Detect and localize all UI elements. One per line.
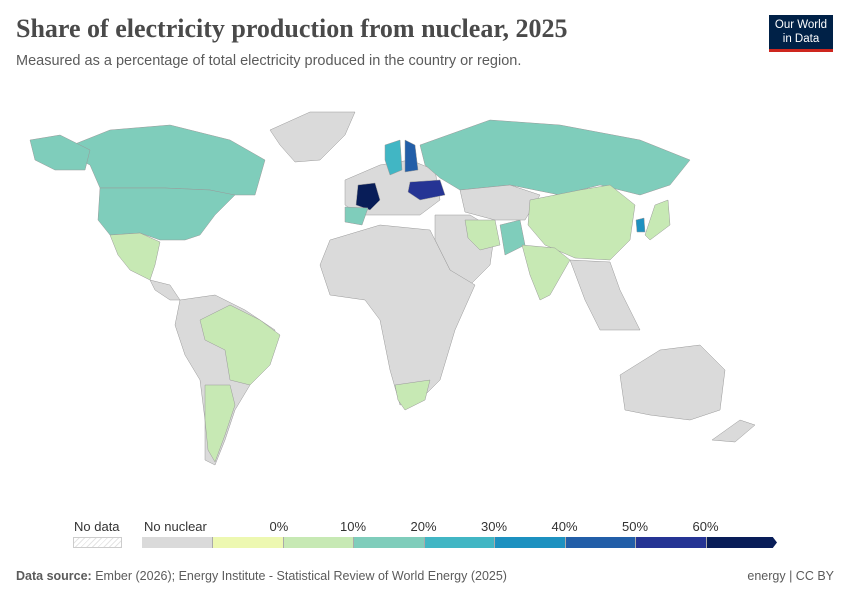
region-southeast-asia[interactable] — [569, 259, 641, 331]
region-japan[interactable] — [644, 199, 671, 241]
world-map — [29, 111, 756, 466]
region-brazil[interactable] — [199, 304, 281, 386]
legend-tick: 30% — [481, 519, 508, 534]
region-canada[interactable] — [59, 124, 266, 196]
legend-no-nuclear-swatch[interactable] — [142, 537, 213, 548]
region-finland[interactable] — [404, 139, 419, 173]
legend-tick: 40% — [551, 519, 578, 534]
data-source-label: Data source: — [16, 569, 92, 583]
legend-tick: 50% — [622, 519, 649, 534]
region-spain[interactable] — [344, 206, 369, 226]
region-china[interactable] — [527, 184, 636, 261]
region-iran[interactable] — [464, 219, 501, 251]
footer-right: energy | CC BY — [747, 569, 834, 583]
legend-bin-4[interactable] — [495, 537, 566, 548]
region-russia[interactable] — [419, 119, 691, 196]
region-south-africa[interactable] — [394, 379, 431, 411]
region-alaska[interactable] — [29, 134, 91, 171]
region-greenland[interactable] — [269, 111, 356, 163]
legend-no-data-swatch[interactable] — [73, 537, 122, 548]
data-source: Data source: Ember (2026); Energy Instit… — [16, 569, 507, 583]
region-argentina[interactable] — [204, 384, 236, 463]
region-central-asia[interactable] — [459, 184, 541, 221]
legend-bin-1[interactable] — [283, 537, 354, 548]
region-india[interactable] — [521, 244, 571, 301]
legend-tick: 10% — [340, 519, 367, 534]
region-south-korea[interactable] — [635, 217, 646, 233]
legend-bin-5[interactable] — [565, 537, 636, 548]
region-central-america[interactable] — [149, 279, 181, 301]
legend-tick: 0% — [269, 519, 289, 534]
region-pakistan[interactable] — [499, 219, 526, 256]
legend-bin-6[interactable] — [636, 537, 707, 548]
region-united-states[interactable] — [97, 187, 236, 241]
region-france[interactable] — [355, 182, 381, 211]
legend-tick: 20% — [410, 519, 437, 534]
legend-bin-0[interactable] — [213, 537, 284, 548]
legend-no-nuclear-label: No nuclear — [144, 519, 207, 534]
region-mexico[interactable] — [109, 232, 161, 281]
legend-bin-2[interactable] — [354, 537, 425, 548]
legend-bin-3[interactable] — [424, 537, 495, 548]
region-new-zealand[interactable] — [711, 419, 756, 443]
page-subtitle: Measured as a percentage of total electr… — [16, 53, 522, 69]
data-source-text: Ember (2026); Energy Institute - Statist… — [95, 569, 507, 583]
legend-no-data-label: No data — [74, 519, 120, 534]
region-australia[interactable] — [619, 344, 726, 421]
region-ukraine[interactable] — [407, 179, 446, 201]
region-sweden[interactable] — [384, 139, 403, 176]
page-title: Share of electricity production from nuc… — [16, 14, 568, 43]
legend-bin-7[interactable] — [706, 537, 777, 548]
owid-logo[interactable]: Our World in Data — [769, 15, 833, 52]
color-legend: No data No nuclear 0% 10% 20% 30% 40% 50% 60% — [0, 515, 850, 555]
legend-tick: 60% — [692, 519, 719, 534]
